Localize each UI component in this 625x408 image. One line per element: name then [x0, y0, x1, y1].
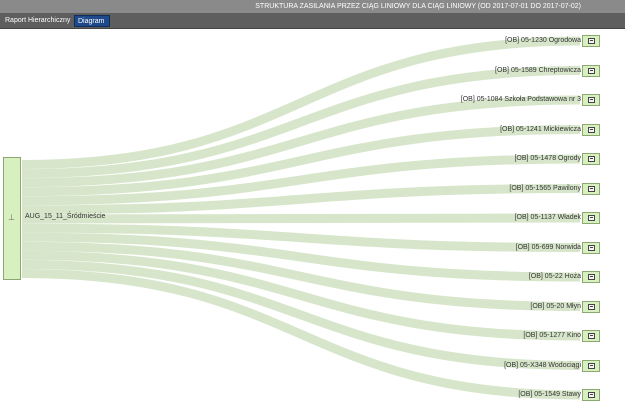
sankey-link [21, 223, 581, 252]
document-icon [588, 126, 595, 133]
sankey-link [21, 184, 581, 215]
target-node-button[interactable] [582, 182, 600, 195]
target-node-button[interactable] [582, 359, 600, 372]
document-icon [588, 274, 595, 280]
document-icon [588, 392, 595, 398]
tab-raport-hierarchiczny[interactable]: Raport Hierarchiczny [5, 17, 71, 24]
target-node-label: [OB] 05-1084 Szkoła Podstawowa nr 3 [460, 96, 581, 103]
document-icon [588, 244, 595, 251]
sankey-link [21, 232, 581, 282]
page-title: STRUKTURA ZASILANIA PRZEZ CIĄG LINIOWY D… [255, 3, 581, 10]
root-node[interactable]: ⊥ [3, 157, 21, 280]
sankey-link [21, 259, 581, 370]
target-node-button[interactable] [582, 271, 600, 283]
sankey-link [21, 36, 581, 170]
sankey-link [21, 66, 581, 179]
target-node-label: [OB] 05-1230 Ogrodowa [505, 37, 581, 44]
target-node-button[interactable] [582, 153, 600, 165]
document-icon [588, 97, 595, 103]
target-node-label: [OB] 05-1565 Pawilony [509, 184, 581, 192]
tab-diagram[interactable]: Diagram [74, 15, 110, 27]
sankey-link [21, 241, 581, 311]
target-node-label: [OB] 05-1277 Kino [523, 332, 581, 339]
target-node-button[interactable] [582, 241, 600, 254]
target-node-button[interactable] [582, 35, 600, 47]
target-node-label: [OB] 05-1137 Władek [514, 214, 581, 221]
document-icon [588, 185, 595, 192]
target-node-button[interactable] [582, 330, 600, 342]
sankey-link [21, 268, 581, 400]
target-node-label: [OB] 05-20 Młyn [530, 302, 581, 310]
sankey-link [21, 125, 581, 197]
target-node-button[interactable] [582, 300, 600, 313]
target-node-button[interactable] [582, 212, 600, 224]
target-node-label: [OB] 05-X348 Wodociągi [504, 361, 581, 369]
document-icon [588, 215, 595, 221]
document-icon [588, 38, 595, 44]
document-icon [588, 333, 595, 339]
document-icon [588, 67, 595, 74]
target-node-button[interactable] [582, 123, 600, 136]
title-bar: STRUKTURA ZASILANIA PRZEZ CIĄG LINIOWY D… [0, 0, 625, 13]
target-node-button[interactable] [582, 389, 600, 401]
target-node-label: [OB] 05-1549 Stawy [518, 391, 581, 398]
tab-bar: Raport Hierarchiczny Diagram [0, 13, 625, 29]
target-node-label: [OB] 05-1589 Chreptowicza [495, 66, 581, 74]
building-icon: ⊥ [8, 213, 15, 222]
sankey-link [21, 250, 581, 341]
target-node-button[interactable] [582, 94, 600, 106]
target-node-label: [OB] 05-1241 Mickiewicza [500, 125, 581, 133]
sankey-link [21, 213, 581, 224]
document-icon [588, 362, 595, 369]
sankey-link [21, 95, 581, 188]
sankey-link [21, 154, 581, 206]
document-icon [588, 156, 595, 162]
target-node-label: [OB] 05-1478 Ogrody [514, 155, 581, 162]
target-node-label: [OB] 05-22 Hoża [528, 273, 581, 280]
document-icon [588, 303, 595, 310]
target-node-button[interactable] [582, 64, 600, 77]
root-node-label: AUG_15_11_Śródmieście [25, 213, 106, 220]
target-node-label: [OB] 05-699 Norwida [515, 243, 581, 251]
